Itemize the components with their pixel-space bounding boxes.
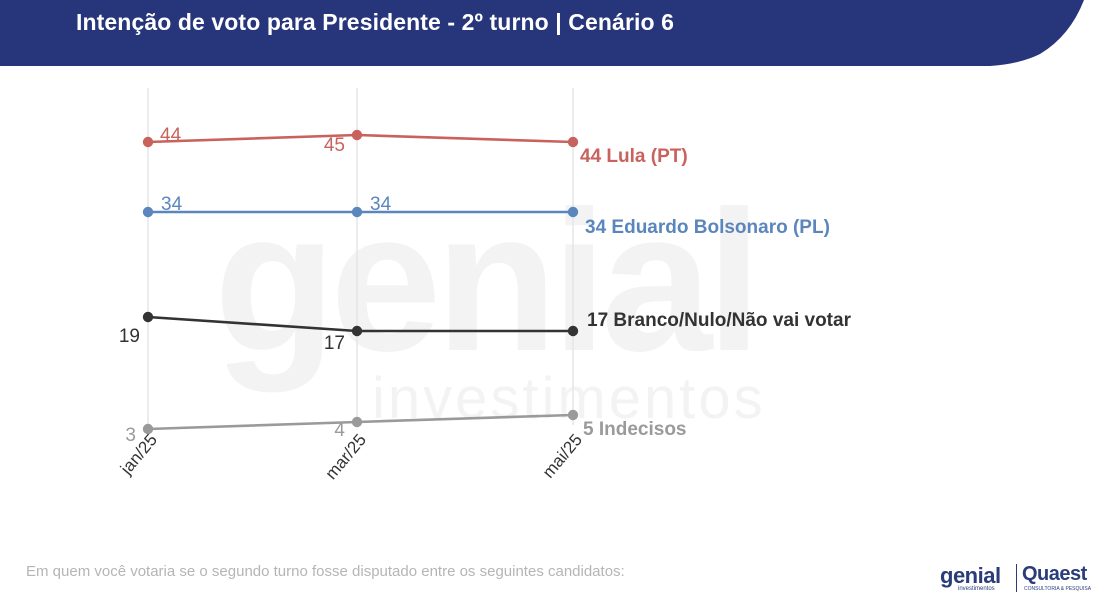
end-label-2: 34 Eduardo Bolsonaro (PL) <box>585 217 830 238</box>
data-point-1-3 <box>567 136 579 148</box>
genial-logo-sub: investimentos <box>958 586 995 592</box>
header-banner: Intenção de voto para Presidente - 2º tu… <box>0 0 1108 66</box>
x-tick-label-1: jan/25 <box>116 430 161 478</box>
x-tick-label-2: mar/25 <box>321 430 370 483</box>
series-1: 44 45 44 Lula (PT) <box>142 125 688 167</box>
data-label-4-1: 3 <box>125 425 136 446</box>
data-point-2-1 <box>142 206 154 218</box>
data-point-4-3 <box>567 409 579 421</box>
watermark: genial investimentos <box>214 170 766 431</box>
logos: genial investimentos Quaest CONSULTORIA … <box>936 560 1096 600</box>
data-point-2-2 <box>351 206 363 218</box>
header-background <box>0 0 1084 66</box>
logo-separator <box>1016 564 1017 592</box>
quaest-logo-sub: CONSULTORIA & PESQUISA <box>1024 586 1092 592</box>
data-label-1-2: 45 <box>324 135 345 156</box>
data-point-1-2 <box>351 129 363 141</box>
quaest-logo: Quaest <box>1022 563 1087 585</box>
series-4: 3 4 5 Indecisos <box>125 409 687 446</box>
series-3: 19 17 17 Branco/Nulo/Não vai votar <box>119 310 852 354</box>
genial-logo: genial <box>940 563 1001 588</box>
series-2: 34 34 34 Eduardo Bolsonaro (PL) <box>142 194 830 238</box>
footnote: Em quem você votaria se o segundo turno … <box>26 563 625 580</box>
watermark-sub: investimentos <box>372 366 766 431</box>
data-point-4-2 <box>351 416 363 428</box>
data-point-4-1 <box>142 423 154 435</box>
end-label-3: 17 Branco/Nulo/Não vai votar <box>587 310 852 331</box>
data-label-3-1: 19 <box>119 326 140 347</box>
data-label-2-1: 34 <box>161 194 183 215</box>
data-point-1-1 <box>142 136 154 148</box>
end-label-1: 44 Lula (PT) <box>580 146 688 167</box>
data-label-1-1: 44 <box>160 125 182 146</box>
page-title: Intenção de voto para Presidente - 2º tu… <box>76 9 675 35</box>
data-label-3-2: 17 <box>324 333 345 354</box>
data-label-4-2: 4 <box>334 420 345 441</box>
x-tick-label-3: mai/25 <box>539 430 586 481</box>
end-label-4: 5 Indecisos <box>583 419 687 440</box>
data-point-3-2 <box>351 325 363 337</box>
x-axis-ticks: jan/25 mar/25 mai/25 <box>116 430 586 483</box>
data-label-2-2: 34 <box>370 194 392 215</box>
data-point-2-3 <box>567 206 579 218</box>
data-point-3-1 <box>142 311 154 323</box>
watermark-brand: genial <box>214 170 756 393</box>
data-point-3-3 <box>567 325 579 337</box>
